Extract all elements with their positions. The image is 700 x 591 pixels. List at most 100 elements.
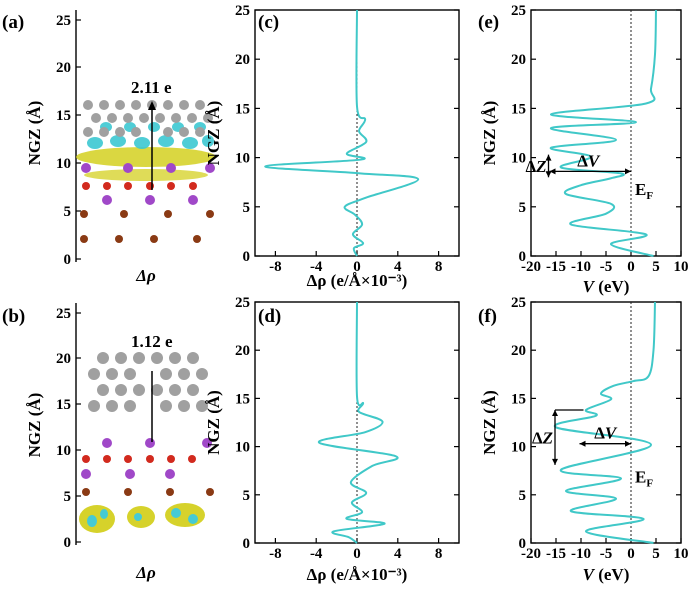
atomic-structure-b [79,352,214,533]
ytick-a-10: 10 [56,156,71,172]
plot-frame-f [530,301,682,544]
charge-transfer-a: 2.11 e [131,78,172,97]
xtick-c-1: -4 [310,259,323,275]
ytick-marks-a [76,19,81,260]
ga-atoms [83,100,213,137]
panel-label-d: (d) [258,306,281,327]
delta-v-label-f: ΔV [594,424,618,443]
xlabel-f: V (eV) [583,565,630,584]
ylabel-f: NGZ (Å) [480,390,499,455]
delta-z-label-e: ΔZ [525,157,546,176]
ytick-f-5: 25 [511,295,526,311]
atomic-structure-a [76,100,216,243]
panel-label-c: (c) [258,12,279,33]
xtick-f-0: -20 [521,546,541,562]
ytick-d-3: 15 [235,391,250,407]
ytick-c-4: 20 [235,52,250,68]
panel-f: 0 5 10 15 20 25 -20 -15 -10 -5 0 5 10 (f) NGZ (Å) V (eV… [478,295,689,584]
ylabel-d: NGZ (Å) [204,390,223,455]
curve-f [553,301,656,544]
red-atom [124,182,132,190]
ytick-b-15: 15 [56,397,71,413]
ytick-b-10: 10 [56,443,71,459]
red-atom [189,182,197,190]
brown-atom [150,235,158,243]
xlabel-e: V (eV) [583,277,630,296]
ytick-a-0: 0 [64,252,72,268]
red-atom [103,182,111,190]
delta-z-head-top-e [545,154,552,161]
brown-atom [193,235,201,243]
ylabel-c: NGZ (Å) [204,101,223,166]
fermi-label-e: EF [635,180,653,202]
xtick-d-1: -4 [310,546,323,562]
curve-d [318,301,399,544]
ytick-f-0: 0 [519,536,527,552]
plot-frame-e [530,9,682,257]
delta-v-label-e: ΔV [577,151,601,170]
ytick-c-1: 5 [243,200,251,216]
delta-z-head-f [552,458,558,465]
ytick-d-0: 0 [243,536,251,552]
xtick-d-4: 8 [435,546,443,562]
brown-atom [80,210,88,218]
ytick-marks-b [76,312,81,543]
xtick-c-4: 8 [435,259,443,275]
delta-z-head-top-f [552,409,558,416]
delta-v-head-left-f [579,440,586,447]
panel-b: (b) NGZ (Å) 0 5 10 15 20 25 [2,303,214,582]
purple-atom [145,195,155,205]
red-atom [146,182,154,190]
panel-d: 0 5 10 15 20 25 -8 -4 0 4 8 (d) NGZ (Å) Δρ (e/Å×10⁻³) [204,295,460,584]
brown-atom [115,235,123,243]
xtick-e-1: -15 [546,259,566,275]
xtick-f-1: -15 [546,546,566,562]
purple-atom [205,163,215,173]
xtick-f-5: 5 [652,546,660,562]
ytick-e-4: 20 [511,52,526,68]
ytick-a-5: 5 [64,204,72,220]
charge-transfer-b: 1.12 e [131,332,173,351]
ytick-e-3: 15 [511,101,526,117]
xtick-d-3: 4 [394,546,402,562]
brown-atom [206,210,214,218]
ytick-d-5: 25 [235,295,250,311]
yellow-charge-cloud [84,169,208,181]
y-ticks-b: 0 5 10 15 20 25 [56,306,71,551]
ytick-c-3: 15 [235,101,250,117]
ytick-e-2: 10 [511,151,526,167]
delta-v-head-left-e [549,168,556,175]
brown-atom [80,235,88,243]
ytick-c-5: 25 [235,3,250,19]
purple-atom [81,163,91,173]
delta-v-head-right-f [625,440,631,447]
ytick-a-25: 25 [56,13,71,29]
purple-atom [123,163,133,173]
arrow-head [148,101,156,110]
xtick-f-4: 0 [627,546,635,562]
xlabel-c: Δρ (e/Å×10⁻³) [307,271,408,290]
xtick-c-3: 4 [394,259,402,275]
xtick-e-3: -5 [600,259,613,275]
xtick-e-6: 10 [674,259,689,275]
curve-e [549,9,657,257]
panel-c: 0 5 10 15 20 25 -8 -4 0 4 8 (c) NGZ (Å) Δρ (e/Å×10⁻³) [204,3,460,290]
delta-v-head-right-e [625,168,631,175]
xtick-d-0: -8 [269,546,282,562]
xlabel-a: Δρ [135,266,156,285]
xtick-e-2: -10 [571,259,591,275]
ytick-f-2: 10 [511,440,526,456]
xtick-e-5: 5 [652,259,660,275]
panel-a: (a) NGZ (Å) 0 5 10 15 20 25 [2,10,216,285]
purple-atom [188,195,198,205]
ytick-b-5: 5 [64,489,72,505]
ytick-c-2: 10 [235,151,250,167]
ytick-c-0: 0 [243,249,251,265]
ylabel-b: NGZ (Å) [25,393,44,458]
xtick-e-0: -20 [521,259,541,275]
brown-atom [120,210,128,218]
yellow-charge-cloud [76,147,216,167]
xtick-c-0: -8 [269,259,282,275]
panel-label-e: (e) [478,12,499,33]
